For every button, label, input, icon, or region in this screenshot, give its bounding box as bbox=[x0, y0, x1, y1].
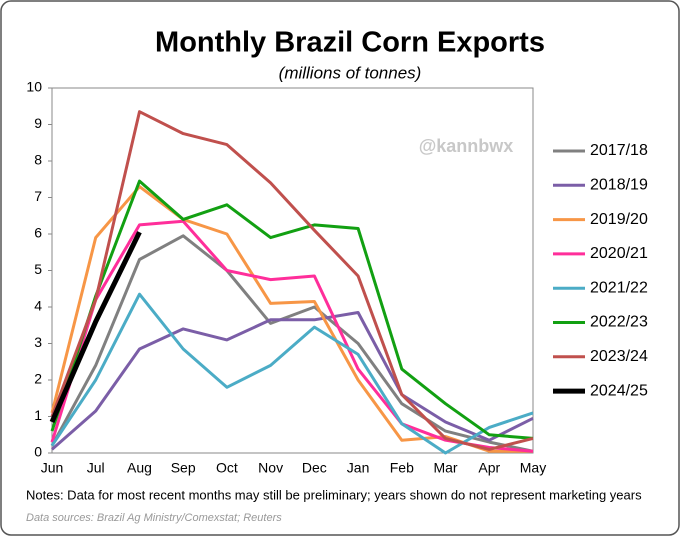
subtitle: (millions of tonnes) bbox=[279, 63, 422, 82]
x-tick-label: Feb bbox=[390, 460, 414, 476]
legend-label: 2024/25 bbox=[590, 382, 648, 399]
y-tick-label: 0 bbox=[34, 444, 42, 460]
x-tick-label: Apr bbox=[478, 460, 500, 476]
y-tick-label: 3 bbox=[34, 334, 42, 350]
y-tick-label: 9 bbox=[34, 115, 42, 131]
x-tick-label: May bbox=[520, 460, 546, 476]
legend-label: 2018/19 bbox=[590, 177, 648, 194]
y-tick-label: 1 bbox=[34, 407, 42, 423]
y-tick-label: 4 bbox=[34, 298, 42, 314]
series-line bbox=[51, 311, 534, 451]
x-tick-label: Sep bbox=[171, 460, 196, 476]
y-tick-label: 8 bbox=[34, 152, 42, 168]
x-tick-label: Dec bbox=[302, 460, 327, 476]
chart-title: Monthly Brazil Corn Exports bbox=[155, 27, 545, 59]
y-tick-label: 7 bbox=[34, 188, 42, 204]
y-tick-label: 6 bbox=[34, 225, 42, 241]
notes: Notes: Data for most recent months may s… bbox=[26, 487, 642, 502]
x-tick-label: Nov bbox=[258, 460, 283, 476]
legend-label: 2021/22 bbox=[590, 279, 648, 296]
series-line bbox=[49, 231, 142, 423]
x-tick-label: Oct bbox=[216, 460, 238, 476]
y-tick-label: 5 bbox=[34, 261, 42, 277]
watermark: @kannbwx bbox=[419, 136, 514, 156]
legend-label: 2017/18 bbox=[590, 142, 648, 159]
y-tick-label: 2 bbox=[34, 371, 42, 387]
series-line bbox=[50, 234, 534, 453]
x-tick-label: Aug bbox=[127, 460, 152, 476]
legend-label: 2020/21 bbox=[590, 245, 648, 262]
legend-label: 2022/23 bbox=[590, 314, 648, 331]
series-line bbox=[50, 110, 534, 451]
x-tick-label: Jul bbox=[87, 460, 105, 476]
x-tick-label: Jan bbox=[347, 460, 370, 476]
x-tick-label: Mar bbox=[433, 460, 457, 476]
y-tick-label: 10 bbox=[26, 79, 42, 95]
source: Data sources: Brazil Ag Ministry/Comexst… bbox=[26, 512, 282, 524]
legend-label: 2023/24 bbox=[590, 348, 648, 365]
x-tick-label: Jun bbox=[41, 460, 64, 476]
legend-label: 2019/20 bbox=[590, 211, 648, 228]
series-line bbox=[50, 292, 534, 455]
series-line bbox=[50, 179, 534, 440]
